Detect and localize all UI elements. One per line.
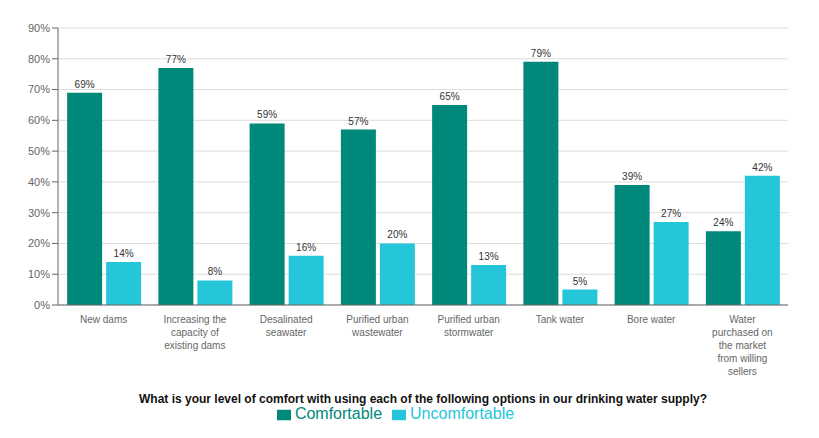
svg-text:70%: 70% (28, 83, 50, 95)
svg-text:20%: 20% (28, 237, 50, 249)
svg-text:Purified urbanwastewater: Purified urbanwastewater (346, 314, 408, 338)
svg-text:5%: 5% (573, 276, 588, 287)
svg-text:77%: 77% (166, 54, 186, 65)
svg-text:79%: 79% (531, 48, 551, 59)
svg-text:0%: 0% (34, 299, 50, 311)
svg-text:57%: 57% (348, 116, 368, 127)
html-text:Comfortable: Comfortable (294, 405, 382, 422)
svg-text:Increasing thecapacity ofexist: Increasing thecapacity ofexisting dams (163, 314, 226, 351)
svg-text:42%: 42% (752, 162, 772, 173)
svg-text:59%: 59% (257, 109, 277, 120)
svg-text:24%: 24% (713, 217, 733, 228)
svg-text:27%: 27% (661, 208, 681, 219)
svg-text:Tank water: Tank water (536, 314, 585, 325)
svg-text:60%: 60% (28, 114, 50, 126)
svg-text:80%: 80% (28, 53, 50, 65)
svg-text:What is your level of comfort: What is your level of comfort with using… (139, 392, 707, 406)
svg-text:8%: 8% (208, 266, 223, 277)
svg-text:20%: 20% (387, 229, 407, 240)
svg-text:13%: 13% (479, 251, 499, 262)
svg-text:Waterpurchased onthe marketfro: Waterpurchased onthe marketfrom willings… (712, 314, 773, 377)
svg-text:40%: 40% (28, 176, 50, 188)
html-text:Uncomfortable: Uncomfortable (410, 405, 515, 422)
svg-text:16%: 16% (296, 242, 316, 253)
svg-text:39%: 39% (622, 171, 642, 182)
svg-text:Desalinatedseawater: Desalinatedseawater (260, 314, 313, 338)
svg-text:69%: 69% (75, 79, 95, 90)
svg-text:Bore water: Bore water (627, 314, 676, 325)
svg-text:65%: 65% (440, 91, 460, 102)
svg-text:30%: 30% (28, 207, 50, 219)
svg-text:90%: 90% (28, 22, 50, 34)
svg-text:14%: 14% (114, 248, 134, 259)
svg-text:50%: 50% (28, 145, 50, 157)
svg-text:New dams: New dams (80, 314, 127, 325)
svg-text:10%: 10% (28, 268, 50, 280)
svg-text:Purified urbanstormwater: Purified urbanstormwater (437, 314, 499, 338)
